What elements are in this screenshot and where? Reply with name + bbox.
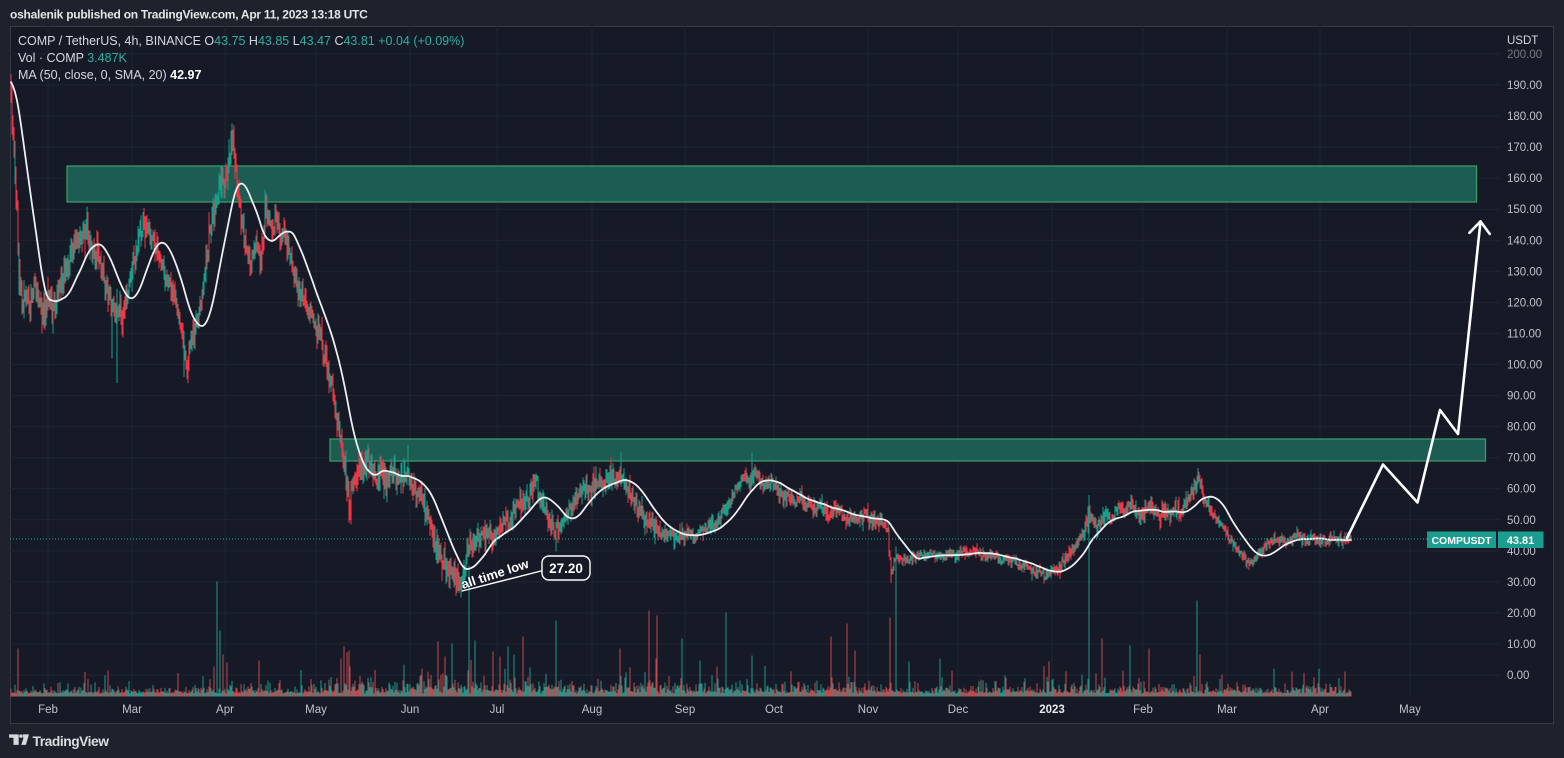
svg-text:Feb: Feb	[1133, 704, 1153, 716]
svg-text:May: May	[305, 704, 327, 716]
svg-text:Dec: Dec	[948, 704, 969, 716]
svg-text:TradingView: TradingView	[33, 734, 110, 749]
svg-text:50.00: 50.00	[1507, 515, 1536, 527]
svg-text:Jul: Jul	[490, 704, 505, 716]
svg-text:Mar: Mar	[1217, 704, 1237, 716]
svg-text:110.00: 110.00	[1507, 328, 1541, 340]
svg-text:60.00: 60.00	[1507, 484, 1536, 496]
svg-text:Apr: Apr	[216, 704, 234, 716]
svg-text:150.00: 150.00	[1507, 204, 1542, 216]
svg-text:30.00: 30.00	[1507, 577, 1536, 589]
svg-text:10.00: 10.00	[1507, 639, 1536, 651]
svg-text:140.00: 140.00	[1507, 235, 1542, 247]
svg-text:200.00: 200.00	[1507, 49, 1542, 61]
svg-text:80.00: 80.00	[1507, 422, 1536, 434]
svg-text:COMPUSDT: COMPUSDT	[1431, 535, 1492, 547]
svg-text:120.00: 120.00	[1507, 297, 1542, 309]
svg-text:180.00: 180.00	[1507, 111, 1542, 123]
svg-text:170.00: 170.00	[1507, 142, 1542, 154]
svg-text:Jun: Jun	[401, 704, 420, 716]
svg-text:USDT: USDT	[1507, 35, 1538, 47]
svg-text:Feb: Feb	[38, 704, 58, 716]
svg-text:2023: 2023	[1039, 704, 1065, 716]
svg-text:70.00: 70.00	[1507, 453, 1536, 465]
svg-text:May: May	[1399, 704, 1421, 716]
svg-text:100.00: 100.00	[1507, 360, 1542, 372]
svg-text:Nov: Nov	[858, 704, 879, 716]
svg-text:oshalenik published on Trading: oshalenik published on TradingView.com, …	[10, 8, 368, 22]
svg-text:Apr: Apr	[1311, 704, 1329, 716]
svg-text:40.00: 40.00	[1507, 546, 1536, 558]
svg-text:160.00: 160.00	[1507, 173, 1542, 185]
svg-text:43.81: 43.81	[1507, 535, 1535, 547]
svg-text:Vol · COMP 3.487K: Vol · COMP 3.487K	[18, 51, 128, 65]
svg-text:COMP / TetherUS, 4h, BINANCE O: COMP / TetherUS, 4h, BINANCE O43.75 H43.…	[18, 34, 464, 48]
svg-text:Oct: Oct	[765, 704, 784, 716]
svg-text:190.00: 190.00	[1507, 80, 1542, 92]
svg-text:20.00: 20.00	[1507, 608, 1536, 620]
svg-text:Aug: Aug	[582, 704, 602, 716]
svg-text:Sep: Sep	[675, 704, 695, 716]
svg-text:0.00: 0.00	[1507, 670, 1529, 682]
svg-text:130.00: 130.00	[1507, 266, 1542, 278]
svg-text:90.00: 90.00	[1507, 391, 1536, 403]
svg-text:Mar: Mar	[122, 704, 142, 716]
svg-text:27.20: 27.20	[549, 561, 583, 576]
svg-text:MA (50, close, 0, SMA, 20) 42.: MA (50, close, 0, SMA, 20) 42.97	[18, 68, 201, 82]
